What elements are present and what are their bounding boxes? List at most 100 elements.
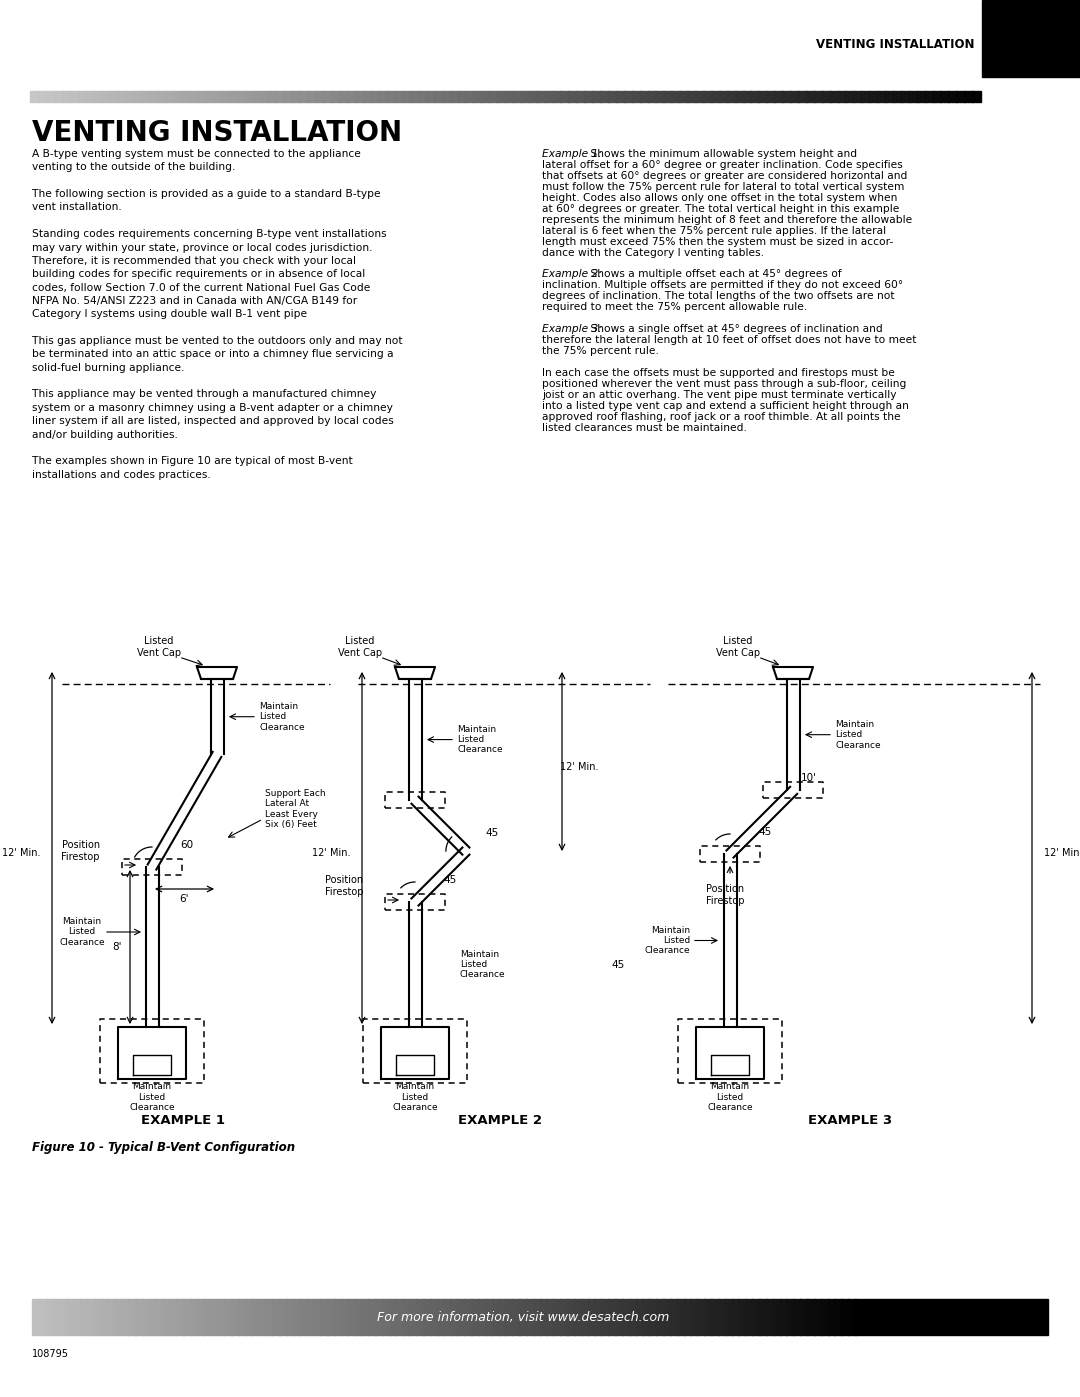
Text: VENTING INSTALLATION: VENTING INSTALLATION	[32, 119, 402, 147]
Bar	[457, 1299, 465, 1336]
Text: Shows the minimum allowable system height and: Shows the minimum allowable system heigh…	[588, 149, 858, 159]
Bar	[827, 1299, 836, 1336]
Bar	[62, 91, 70, 102]
Bar	[402, 91, 411, 102]
Bar	[125, 91, 134, 102]
Bar	[624, 91, 633, 102]
Bar	[752, 1299, 760, 1336]
Bar	[465, 91, 474, 102]
Text: must follow the 75% percent rule for lateral to total vertical system: must follow the 75% percent rule for lat…	[542, 182, 904, 191]
Text: EXAMPLE 2: EXAMPLE 2	[458, 1115, 542, 1127]
Bar	[313, 1299, 321, 1336]
Bar	[885, 91, 894, 102]
Text: Position
Firestop: Position Firestop	[62, 841, 100, 862]
Bar	[529, 91, 538, 102]
Text: 12' Min.: 12' Min.	[1, 848, 40, 858]
Text: EXAMPLE 1: EXAMPLE 1	[141, 1115, 225, 1127]
Bar	[600, 91, 609, 102]
Text: 45: 45	[758, 827, 771, 837]
Bar	[513, 91, 522, 102]
Bar	[354, 1299, 362, 1336]
Bar	[568, 91, 577, 102]
Bar	[102, 91, 110, 102]
Text: Maintain
Listed
Clearance: Maintain Listed Clearance	[460, 950, 505, 979]
Bar	[745, 1299, 753, 1336]
Text: joist or an attic overhang. The vent pipe must terminate vertically: joist or an attic overhang. The vent pip…	[542, 390, 896, 400]
Bar	[807, 1299, 814, 1336]
Bar	[330, 91, 340, 102]
Bar	[107, 1299, 116, 1336]
Bar	[622, 1299, 630, 1336]
Text: Example 2:: Example 2:	[542, 270, 602, 279]
Text: represents the minimum height of 8 feet and therefore the allowable: represents the minimum height of 8 feet …	[542, 215, 913, 225]
Bar	[85, 91, 94, 102]
Bar	[632, 91, 640, 102]
Bar	[672, 91, 680, 102]
Bar	[381, 1299, 390, 1336]
Bar	[982, 0, 1080, 77]
Bar	[315, 91, 324, 102]
Bar	[348, 1299, 355, 1336]
Bar	[135, 1299, 143, 1336]
Bar	[758, 91, 767, 102]
Bar	[924, 91, 933, 102]
Bar	[629, 1299, 636, 1336]
Bar	[663, 91, 672, 102]
Bar	[780, 1299, 787, 1336]
Bar	[696, 91, 704, 102]
Bar	[180, 91, 189, 102]
Bar	[80, 1299, 87, 1336]
Bar	[266, 1299, 273, 1336]
Text: 12' Min.: 12' Min.	[311, 848, 350, 858]
Bar	[670, 1299, 677, 1336]
Bar	[86, 1299, 95, 1336]
Bar	[489, 91, 498, 102]
Text: listed clearances must be maintained.: listed clearances must be maintained.	[542, 423, 747, 433]
Bar	[869, 91, 878, 102]
Bar	[416, 1299, 424, 1336]
Bar	[908, 91, 918, 102]
Bar	[197, 91, 205, 102]
Bar	[141, 1299, 150, 1336]
Bar	[252, 91, 260, 102]
Bar	[409, 1299, 417, 1336]
Text: 45: 45	[443, 875, 456, 886]
Bar	[299, 91, 308, 102]
Bar	[140, 91, 150, 102]
Bar	[109, 91, 118, 102]
Text: 45: 45	[486, 828, 499, 838]
Bar	[719, 91, 728, 102]
Bar	[679, 91, 688, 102]
Bar	[766, 1299, 773, 1336]
Text: that offsets at 60° degrees or greater are considered horizontal and: that offsets at 60° degrees or greater a…	[542, 170, 907, 180]
Bar	[370, 91, 379, 102]
Bar	[272, 1299, 280, 1336]
Bar	[584, 91, 593, 102]
Bar	[238, 1299, 245, 1336]
Bar	[512, 1299, 519, 1336]
Text: height. Codes also allows only one offset in the total system when: height. Codes also allows only one offse…	[542, 193, 897, 203]
Bar	[347, 91, 355, 102]
Text: 108795: 108795	[32, 1350, 69, 1359]
Bar	[690, 1299, 699, 1336]
Bar	[114, 1299, 122, 1336]
Bar	[592, 91, 600, 102]
Bar	[798, 91, 807, 102]
Bar	[129, 1299, 136, 1336]
Bar	[389, 1299, 396, 1336]
Text: Listed
Vent Cap: Listed Vent Cap	[338, 636, 382, 658]
Text: Maintain
Listed
Clearance: Maintain Listed Clearance	[130, 1083, 175, 1112]
Bar	[561, 91, 569, 102]
Bar	[941, 91, 949, 102]
Text: Example 1:: Example 1:	[542, 149, 602, 159]
Text: lateral is 6 feet when the 75% percent rule applies. If the lateral: lateral is 6 feet when the 75% percent r…	[542, 226, 886, 236]
Bar	[540, 1299, 548, 1336]
Bar	[436, 1299, 445, 1336]
Bar	[814, 1299, 822, 1336]
Bar	[505, 91, 514, 102]
Bar	[173, 91, 181, 102]
Text: Listed
Vent Cap: Listed Vent Cap	[716, 636, 760, 658]
Bar	[220, 91, 229, 102]
Bar	[704, 1299, 712, 1336]
Bar	[855, 1299, 1048, 1336]
